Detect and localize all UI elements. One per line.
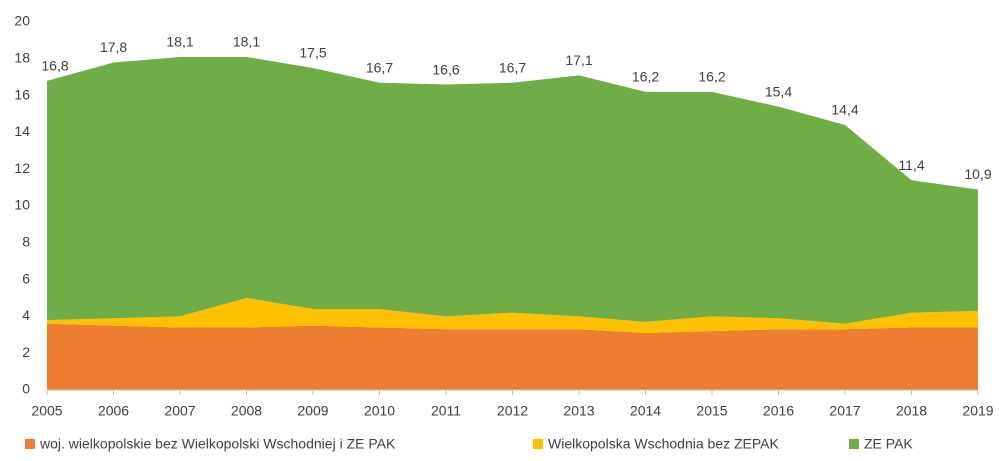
total-label: 18,1 — [233, 34, 260, 50]
x-tick-label: 2014 — [630, 403, 661, 419]
y-tick-label: 8 — [22, 234, 30, 250]
x-tick-label: 2013 — [563, 403, 594, 419]
total-label: 16,2 — [698, 69, 725, 85]
legend-label: woj. wielkopolskie bez Wielkopolski Wsch… — [39, 436, 396, 452]
x-tick-label: 2008 — [231, 403, 262, 419]
total-label: 17,5 — [299, 45, 326, 61]
total-label: 11,4 — [898, 157, 924, 173]
total-label: 15,4 — [765, 83, 792, 99]
y-tick-label: 14 — [14, 123, 30, 139]
area — [47, 323, 978, 390]
y-tick-label: 16 — [14, 86, 30, 102]
y-tick-label: 4 — [22, 307, 30, 323]
x-tick-label: 2010 — [364, 403, 395, 419]
legend-label: Wielkopolska Wschodnia bez ZEPAK — [548, 436, 779, 452]
x-tick-label: 2011 — [431, 403, 461, 419]
x-tick-label: 2012 — [497, 403, 528, 419]
y-tick-label: 10 — [14, 197, 30, 213]
legend-swatch — [25, 439, 35, 449]
x-tick-label: 2017 — [829, 403, 860, 419]
y-tick-label: 18 — [14, 50, 30, 66]
y-tick-label: 2 — [22, 344, 30, 360]
total-label: 16,2 — [632, 69, 659, 85]
x-tick-label: 2018 — [896, 403, 927, 419]
x-tick-label: 2019 — [962, 403, 993, 419]
y-tick-label: 12 — [14, 160, 30, 176]
x-tick-label: 2009 — [297, 403, 328, 419]
total-label: 16,7 — [366, 59, 393, 75]
x-tick-label: 2006 — [98, 403, 129, 419]
area — [47, 56, 978, 324]
legend-swatch — [849, 439, 859, 449]
total-label: 16,6 — [432, 61, 459, 77]
x-tick-label: 2007 — [164, 403, 195, 419]
area — [47, 298, 978, 333]
x-tick-label: 2016 — [763, 403, 794, 419]
total-label: 10,9 — [964, 166, 991, 182]
total-label: 16,8 — [41, 58, 68, 74]
total-label: 18,1 — [166, 34, 193, 50]
legend-swatch — [533, 439, 543, 449]
y-tick-label: 20 — [14, 13, 30, 29]
x-tick-label: 2005 — [31, 403, 62, 419]
total-label: 14,4 — [831, 102, 858, 118]
y-tick-label: 6 — [22, 270, 30, 286]
y-tick-label: 0 — [22, 381, 30, 397]
total-label: 17,8 — [100, 39, 127, 55]
total-label: 16,7 — [499, 59, 526, 75]
legend-label: ZE PAK — [864, 436, 913, 452]
x-tick-label: 2015 — [696, 403, 727, 419]
total-label: 17,1 — [565, 52, 592, 68]
